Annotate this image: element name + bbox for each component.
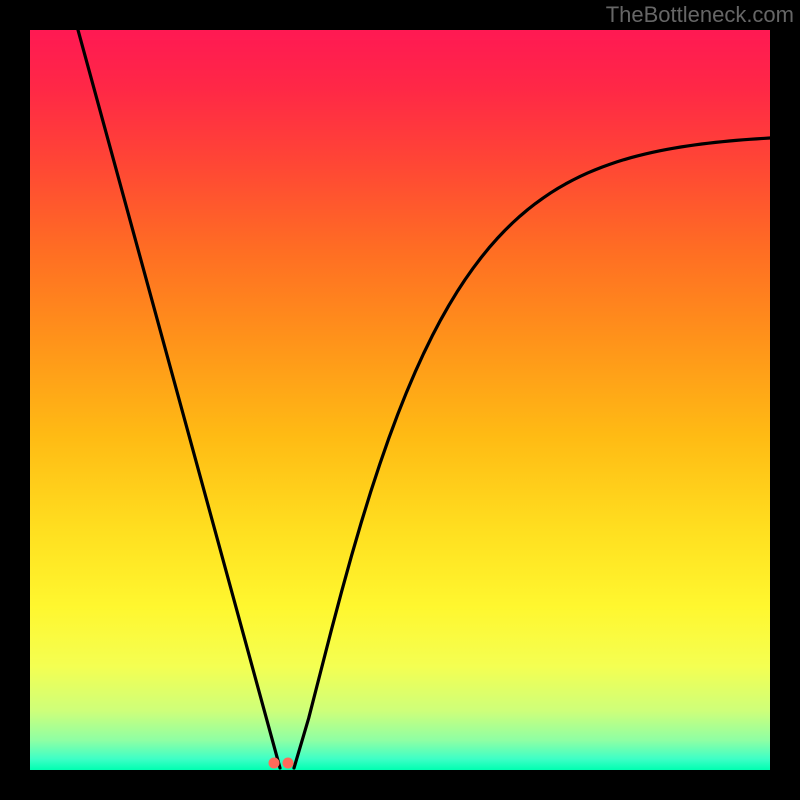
notch-marker	[283, 758, 294, 769]
bottleneck-curve	[30, 30, 770, 770]
watermark-text: TheBottleneck.com	[606, 2, 794, 28]
notch-marker	[269, 758, 280, 769]
plot-area	[30, 30, 770, 770]
chart-container: TheBottleneck.com	[0, 0, 800, 800]
